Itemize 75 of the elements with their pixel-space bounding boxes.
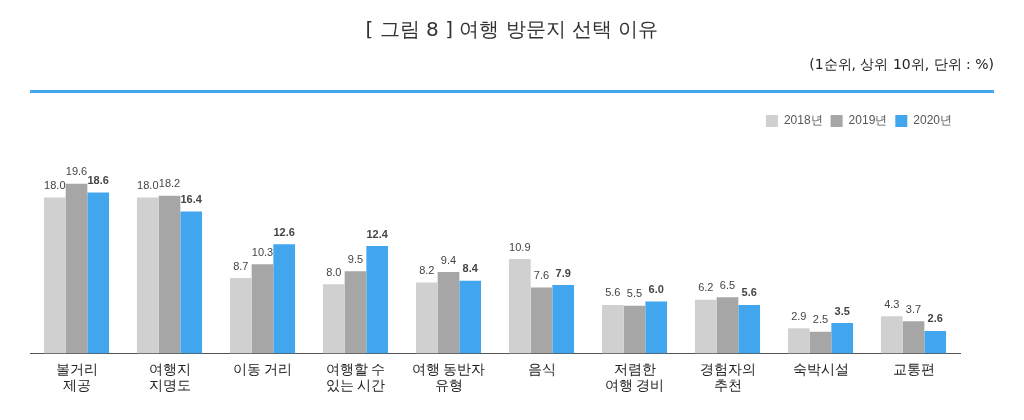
data-label: 5.5 xyxy=(626,287,643,300)
data-label: 10.3 xyxy=(251,245,274,258)
x-tick-label: 숙박시설 xyxy=(792,360,849,377)
bar xyxy=(809,331,832,354)
bar xyxy=(738,304,761,354)
x-tick-label: 저렴한 여행 경비 xyxy=(604,360,665,394)
data-label: 12.4 xyxy=(366,227,389,240)
legend-label: 2020년 xyxy=(913,113,953,128)
data-label: 18.6 xyxy=(87,173,109,186)
data-label: 8.2 xyxy=(419,263,435,276)
chart-title: [ 그림 8 ] 여행 방문지 선택 이유 xyxy=(364,16,660,43)
bar xyxy=(530,287,553,354)
bar xyxy=(322,284,345,354)
bar xyxy=(43,197,66,354)
bar xyxy=(924,330,947,354)
data-label: 6.0 xyxy=(648,283,664,295)
x-tick-label: 교통편 xyxy=(892,360,935,377)
bar xyxy=(136,197,159,354)
data-label: 8.4 xyxy=(462,262,479,275)
data-label: 5.6 xyxy=(741,286,757,299)
data-label: 18.0 xyxy=(137,179,159,192)
data-label: 3.5 xyxy=(834,304,850,317)
x-tick-label: 이동 거리 xyxy=(232,360,293,377)
bar xyxy=(831,323,854,354)
bar xyxy=(601,304,624,354)
bar xyxy=(229,278,252,354)
bar xyxy=(65,183,88,354)
bar xyxy=(180,211,203,354)
data-label: 16.4 xyxy=(180,192,203,205)
data-label: 8.7 xyxy=(233,259,249,272)
bar xyxy=(87,192,110,354)
bar xyxy=(344,271,367,354)
chart-subtitle: (1순위, 상위 10위, 단위 : %) xyxy=(808,56,994,74)
data-label: 12.6 xyxy=(273,225,295,238)
data-label: 18.0 xyxy=(44,179,66,192)
data-label: 5.6 xyxy=(605,286,621,299)
bar xyxy=(158,195,181,354)
data-label: 7.9 xyxy=(555,266,571,279)
bar xyxy=(787,328,810,354)
data-label: 6.5 xyxy=(719,278,736,291)
data-label: 2.9 xyxy=(791,309,807,322)
data-label: 8.0 xyxy=(326,265,342,278)
data-label: 2.5 xyxy=(812,313,829,326)
data-label: 9.5 xyxy=(347,252,364,265)
x-tick-label: 음식 xyxy=(527,360,556,377)
data-label: 4.3 xyxy=(884,297,900,310)
x-tick-label: 여행할 수 있는 시간 xyxy=(325,360,386,394)
bar xyxy=(902,321,925,354)
bar xyxy=(437,272,460,354)
bar xyxy=(273,244,296,354)
bar xyxy=(508,259,531,354)
x-tick-label: 볼거리 제공 xyxy=(55,360,98,394)
x-tick-label: 여행 동반자 유형 xyxy=(411,360,486,394)
data-label: 2.6 xyxy=(927,312,943,325)
bar xyxy=(623,305,646,354)
data-label: 9.4 xyxy=(440,253,457,266)
bar xyxy=(251,264,274,354)
legend-label: 2018년 xyxy=(783,113,823,128)
bar xyxy=(459,280,482,354)
data-label: 18.2 xyxy=(158,177,181,190)
legend-label: 2019년 xyxy=(848,113,888,128)
data-label: 6.2 xyxy=(698,281,714,294)
bar xyxy=(366,246,389,354)
bar xyxy=(552,285,575,354)
bar xyxy=(880,316,903,354)
bar xyxy=(694,299,717,354)
x-tick-label: 경험자의 추천 xyxy=(699,360,756,394)
data-label: 10.9 xyxy=(509,240,531,253)
data-label: 3.7 xyxy=(905,302,922,315)
bar xyxy=(415,282,438,354)
data-label: 7.6 xyxy=(533,269,550,282)
bar xyxy=(645,301,668,354)
bar xyxy=(716,297,739,354)
data-label: 19.6 xyxy=(65,165,88,178)
x-tick-label: 여행지 지명도 xyxy=(148,360,191,394)
